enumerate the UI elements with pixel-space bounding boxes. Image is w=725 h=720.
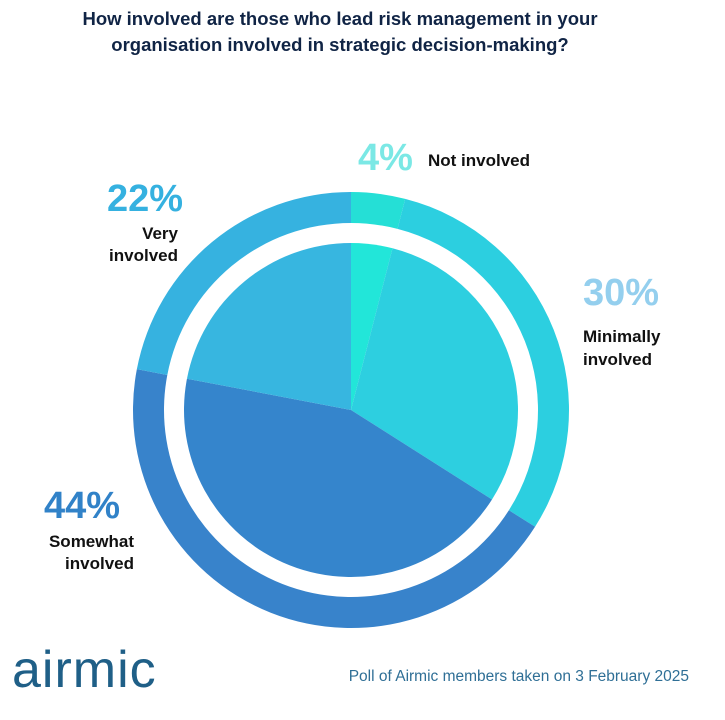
pct-label-minimally-involved: 30% xyxy=(583,272,659,314)
category-label-very-involved: Very xyxy=(142,224,178,243)
ring-segment-very-involved xyxy=(136,192,351,375)
category-label-minimally-involved: Minimally xyxy=(583,327,661,346)
category-label-very-involved: involved xyxy=(109,246,178,265)
ring-segment-minimally-involved xyxy=(397,198,569,527)
slice-labels: 4% Not involved 30% Minimally involved 44% Som… xyxy=(44,137,661,573)
pct-label-somewhat-involved: 44% xyxy=(44,485,120,527)
category-label-somewhat-involved: Somewhat xyxy=(49,532,134,551)
category-label-minimally-involved: involved xyxy=(583,350,652,369)
inner-pie xyxy=(183,243,518,577)
chart-title: How involved are those who lead risk man… xyxy=(82,8,598,55)
airmic-logo: airmic xyxy=(12,641,157,699)
category-label-not-involved: Not involved xyxy=(428,151,530,170)
category-label-somewhat-involved: involved xyxy=(65,554,134,573)
pct-label-very-involved: 22% xyxy=(107,178,183,220)
pct-label-not-involved: 4% xyxy=(358,137,413,179)
outer-ring xyxy=(132,192,569,629)
ring-segment-somewhat-involved xyxy=(132,369,536,629)
ring-segment-not-involved xyxy=(351,192,406,229)
pie-slice-not-involved xyxy=(351,243,393,410)
pie-slice-somewhat-involved xyxy=(183,378,493,577)
pie-slice-very-involved xyxy=(186,243,351,410)
pie-slice-minimally-involved xyxy=(351,248,518,500)
footer-note: Poll of Airmic members taken on 3 Februa… xyxy=(348,668,689,685)
